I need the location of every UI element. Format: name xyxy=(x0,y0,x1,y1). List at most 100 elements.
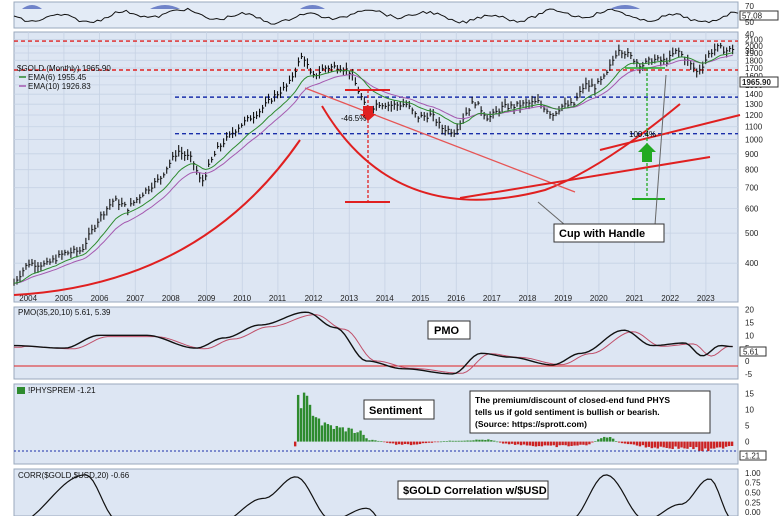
correlation-label-box xyxy=(397,480,549,500)
sentiment-bar-100 xyxy=(591,441,594,443)
sentiment-bar-77 xyxy=(522,441,526,445)
sentiment-bar-34 xyxy=(395,441,398,445)
sentiment-bar-125 xyxy=(665,441,668,448)
legend-ema6: EMA(6) 1955.45 xyxy=(28,73,87,82)
price-x-tick-19: 2023 xyxy=(697,294,715,303)
trendline-annotations xyxy=(13,87,741,296)
price-bars xyxy=(13,42,735,286)
price-y-tick-16: 500 xyxy=(745,229,759,238)
price-x-tick-9: 2013 xyxy=(340,294,358,303)
sentiment-bar-103 xyxy=(600,438,603,442)
sentiment-bar-144 xyxy=(721,441,725,449)
sentiment-last-value-tag xyxy=(739,450,767,461)
price-top-tick: 40 xyxy=(745,30,754,39)
price-x-axis: 2004 2005 2006 2007 2008 2009 2010 2011 2012 2013… xyxy=(19,294,715,303)
price-y-tick-2: 1900 xyxy=(745,49,763,58)
sentiment-bar-11 xyxy=(326,424,330,442)
sentiment-bar-41 xyxy=(415,441,419,445)
sentiment-bar-59 xyxy=(469,440,472,442)
sentiment-bar-117 xyxy=(641,441,645,446)
pmo-y-tick-1: 15 xyxy=(745,318,754,327)
sentiment-bar-17 xyxy=(344,431,347,442)
pmo-y-tick-0: 20 xyxy=(745,306,754,315)
sentiment-bar-146 xyxy=(727,441,731,447)
sentiment-bar-95 xyxy=(576,441,579,446)
sentiment-bar-114 xyxy=(632,441,636,445)
price-last-value: 1965.90 xyxy=(742,78,771,87)
sentiment-bar-139 xyxy=(707,441,710,452)
sentiment-note-line-1: The premium/discount of closed-end fund … xyxy=(475,395,670,405)
sentiment-bar-55 xyxy=(457,440,460,442)
price-y-tick-7: 1400 xyxy=(745,90,763,99)
sentiment-bar-42 xyxy=(418,441,422,445)
sentiment-bar-64 xyxy=(484,439,487,442)
price-grid xyxy=(14,32,738,302)
sentiment-bar-74 xyxy=(513,441,517,445)
sentiment-bar-85 xyxy=(546,441,549,446)
sentiment-bar-142 xyxy=(716,441,719,448)
sentiment-bar-37 xyxy=(403,441,407,445)
correlation-y-tick-4: 0.00 xyxy=(745,508,761,516)
sentiment-bar-91 xyxy=(564,441,567,446)
sentiment-bar-90 xyxy=(561,441,564,446)
pattern-label: Cup with Handle xyxy=(559,228,645,240)
pmo-label: PMO xyxy=(434,325,460,337)
price-x-tick-16: 2020 xyxy=(590,294,608,303)
price-y-tick-1: 2000 xyxy=(745,42,763,51)
sentiment-bar-20 xyxy=(353,432,356,442)
sentiment-bar-54 xyxy=(454,440,457,442)
long-term-red-arc xyxy=(13,139,301,296)
sentiment-bar-33 xyxy=(392,441,395,444)
sentiment-bar-21 xyxy=(356,432,359,442)
sentiment-bar-57 xyxy=(463,440,466,442)
sentiment-note-line-2: tells us if gold sentiment is bullish or… xyxy=(475,407,660,417)
sentiment-bar-32 xyxy=(389,441,392,444)
rsi-tick-70: 70 xyxy=(745,2,754,11)
sentiment-bar-92 xyxy=(567,441,570,447)
sentiment-bar-36 xyxy=(400,441,404,445)
sentiment-bar-104 xyxy=(603,436,606,442)
drawdown-pct: -46.5% xyxy=(341,114,366,123)
sentiment-bar-82 xyxy=(537,441,541,447)
rsi-last-value-tag xyxy=(739,10,779,21)
sentiment-last-value: -1.21 xyxy=(742,452,761,461)
sentiment-bar-47 xyxy=(433,441,437,443)
price-x-tick-1: 2005 xyxy=(55,294,73,303)
price-y-tick-17: 400 xyxy=(745,259,759,268)
sentiment-bar-124 xyxy=(662,441,665,448)
sentiment-bar-78 xyxy=(525,441,529,446)
lower-rising-line xyxy=(599,114,741,151)
sentiment-bar-76 xyxy=(519,441,523,446)
sentiment-bars xyxy=(293,392,734,452)
ema6-line xyxy=(13,52,733,284)
price-x-tick-12: 2016 xyxy=(447,294,465,303)
sentiment-bar-35 xyxy=(397,441,401,445)
sentiment-bar-16 xyxy=(341,427,344,442)
rally-annotation: 100.4% xyxy=(625,67,665,200)
sentiment-bar-107 xyxy=(611,438,615,442)
sentiment-bar-60 xyxy=(472,440,475,442)
sentiment-bar-22 xyxy=(359,430,362,442)
sentiment-bar-132 xyxy=(686,441,689,449)
sentiment-bar-6 xyxy=(311,415,315,442)
sentiment-bar-116 xyxy=(638,441,642,447)
sentiment-bar-83 xyxy=(540,441,544,447)
sentiment-bar-137 xyxy=(701,441,704,452)
sentiment-label: Sentiment xyxy=(369,405,423,417)
price-x-tick-4: 2008 xyxy=(162,294,180,303)
sentiment-bar-29 xyxy=(380,441,383,443)
correlation-y-tick-2: 0.50 xyxy=(745,489,761,498)
sentiment-bar-40 xyxy=(412,441,416,445)
price-y-tick-14: 700 xyxy=(745,184,759,193)
sentiment-bar-123 xyxy=(659,441,662,447)
sentiment-bar-98 xyxy=(585,441,588,446)
sentiment-bar-84 xyxy=(543,441,547,446)
sentiment-bar-131 xyxy=(683,441,686,449)
sentiment-bar-96 xyxy=(579,441,582,445)
sentiment-bar-56 xyxy=(460,440,463,442)
price-x-tick-14: 2018 xyxy=(519,294,537,303)
sentiment-bar-69 xyxy=(499,441,502,443)
sentiment-bar-129 xyxy=(677,441,680,449)
sentiment-bar-4 xyxy=(305,395,309,442)
pattern-callout: Cup with Handle xyxy=(537,74,667,243)
